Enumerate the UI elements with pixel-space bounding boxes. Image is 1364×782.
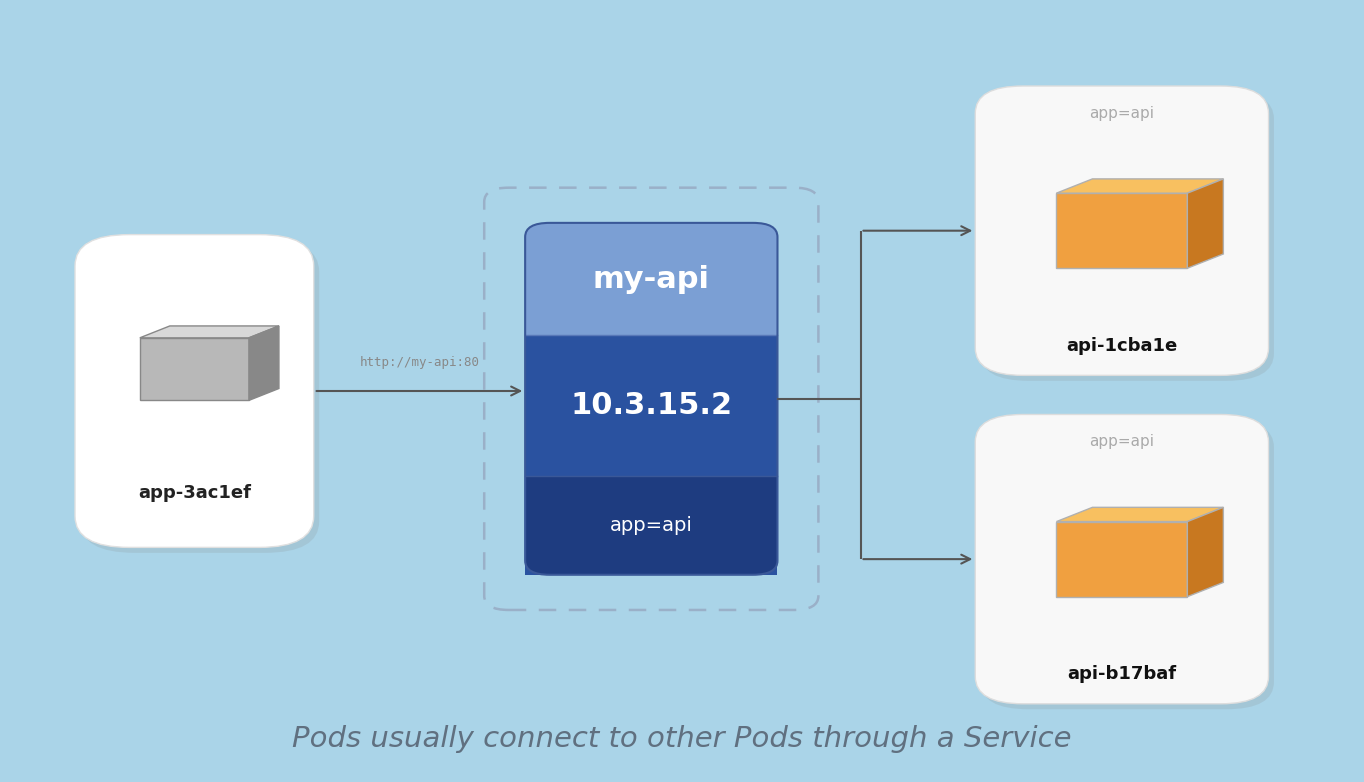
Text: app=api: app=api — [610, 516, 693, 535]
Text: http://my-api:80: http://my-api:80 — [360, 356, 479, 369]
Text: app=api: app=api — [1090, 434, 1154, 449]
Polygon shape — [1056, 179, 1224, 193]
Text: api-b17baf: api-b17baf — [1067, 665, 1177, 683]
FancyBboxPatch shape — [525, 223, 777, 575]
Text: app=api: app=api — [1090, 106, 1154, 120]
Bar — [525, 476, 777, 526]
Text: 10.3.15.2: 10.3.15.2 — [570, 391, 732, 421]
FancyBboxPatch shape — [75, 235, 314, 547]
Polygon shape — [139, 338, 248, 400]
FancyBboxPatch shape — [525, 476, 777, 575]
FancyBboxPatch shape — [975, 86, 1269, 375]
Polygon shape — [139, 326, 278, 338]
Polygon shape — [1056, 522, 1187, 597]
Text: my-api: my-api — [593, 264, 709, 294]
Polygon shape — [1187, 179, 1224, 268]
Polygon shape — [248, 326, 278, 400]
Polygon shape — [1056, 508, 1224, 522]
Text: app-3ac1ef: app-3ac1ef — [138, 483, 251, 502]
FancyBboxPatch shape — [975, 414, 1269, 704]
Bar — [525, 335, 777, 575]
FancyBboxPatch shape — [80, 240, 319, 553]
Text: api-1cba1e: api-1cba1e — [1067, 336, 1177, 355]
Polygon shape — [1056, 193, 1187, 268]
FancyBboxPatch shape — [981, 420, 1274, 709]
Polygon shape — [1187, 508, 1224, 597]
FancyBboxPatch shape — [981, 91, 1274, 381]
Text: Pods usually connect to other Pods through a Service: Pods usually connect to other Pods throu… — [292, 725, 1072, 753]
